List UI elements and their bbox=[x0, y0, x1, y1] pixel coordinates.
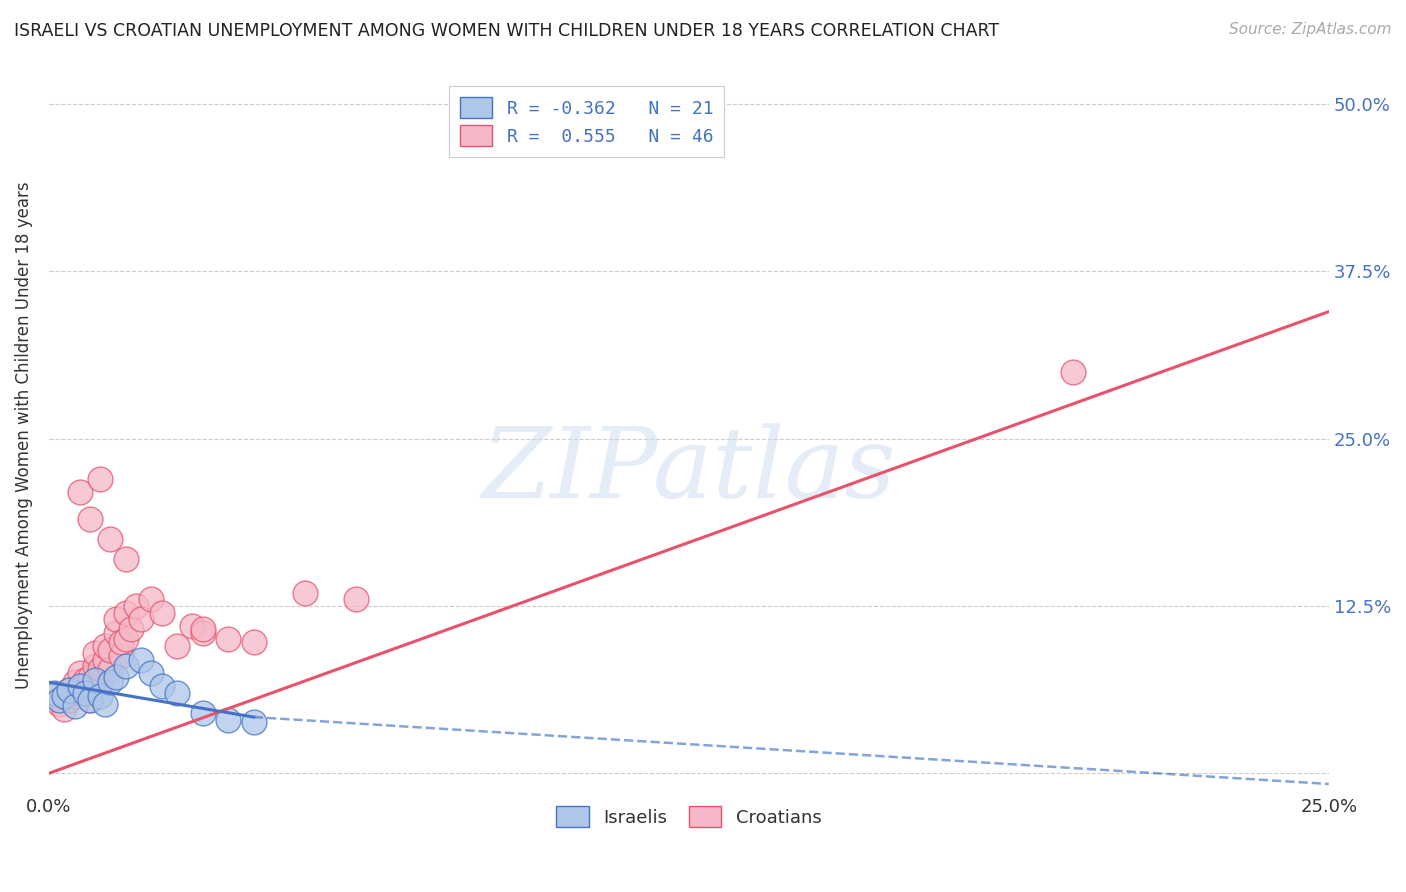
Point bbox=[141, 592, 163, 607]
Point bbox=[79, 670, 101, 684]
Point bbox=[69, 686, 91, 700]
Point bbox=[100, 643, 122, 657]
Point bbox=[48, 692, 70, 706]
Point bbox=[73, 679, 96, 693]
Point bbox=[84, 673, 107, 687]
Point bbox=[63, 689, 86, 703]
Text: ISRAELI VS CROATIAN UNEMPLOYMENT AMONG WOMEN WITH CHILDREN UNDER 18 YEARS CORREL: ISRAELI VS CROATIAN UNEMPLOYMENT AMONG W… bbox=[14, 22, 1000, 40]
Y-axis label: Unemployment Among Women with Children Under 18 years: Unemployment Among Women with Children U… bbox=[15, 182, 32, 690]
Point bbox=[94, 639, 117, 653]
Point bbox=[114, 659, 136, 673]
Point bbox=[141, 665, 163, 680]
Point bbox=[110, 635, 132, 649]
Point bbox=[84, 659, 107, 673]
Point bbox=[63, 675, 86, 690]
Point bbox=[191, 706, 214, 720]
Point bbox=[104, 625, 127, 640]
Point bbox=[89, 689, 111, 703]
Point bbox=[48, 697, 70, 711]
Text: ZIPatlas: ZIPatlas bbox=[482, 424, 896, 519]
Point bbox=[104, 612, 127, 626]
Point bbox=[53, 702, 76, 716]
Point bbox=[63, 699, 86, 714]
Point bbox=[114, 552, 136, 566]
Point bbox=[191, 625, 214, 640]
Point bbox=[120, 622, 142, 636]
Point bbox=[242, 715, 264, 730]
Point bbox=[53, 689, 76, 703]
Point bbox=[100, 675, 122, 690]
Text: Source: ZipAtlas.com: Source: ZipAtlas.com bbox=[1229, 22, 1392, 37]
Point bbox=[344, 592, 367, 607]
Point bbox=[73, 673, 96, 687]
Point bbox=[294, 585, 316, 599]
Point bbox=[42, 686, 65, 700]
Legend: Israelis, Croatians: Israelis, Croatians bbox=[548, 799, 828, 834]
Point bbox=[104, 670, 127, 684]
Point bbox=[42, 689, 65, 703]
Point bbox=[79, 692, 101, 706]
Point bbox=[114, 606, 136, 620]
Point bbox=[242, 635, 264, 649]
Point bbox=[58, 683, 80, 698]
Point bbox=[166, 639, 188, 653]
Point bbox=[1062, 365, 1084, 379]
Point bbox=[94, 652, 117, 666]
Point bbox=[89, 472, 111, 486]
Point bbox=[79, 512, 101, 526]
Point bbox=[125, 599, 148, 613]
Point bbox=[84, 646, 107, 660]
Point bbox=[100, 662, 122, 676]
Point bbox=[89, 675, 111, 690]
Point bbox=[114, 632, 136, 647]
Point bbox=[58, 683, 80, 698]
Point bbox=[94, 697, 117, 711]
Point bbox=[191, 622, 214, 636]
Point bbox=[217, 632, 239, 647]
Point bbox=[110, 648, 132, 663]
Point bbox=[129, 652, 152, 666]
Point bbox=[150, 679, 173, 693]
Point bbox=[69, 679, 91, 693]
Point bbox=[89, 662, 111, 676]
Point bbox=[69, 485, 91, 500]
Point bbox=[217, 713, 239, 727]
Point bbox=[79, 692, 101, 706]
Point bbox=[166, 686, 188, 700]
Point bbox=[150, 606, 173, 620]
Point bbox=[100, 532, 122, 546]
Point bbox=[58, 692, 80, 706]
Point bbox=[129, 612, 152, 626]
Point bbox=[69, 665, 91, 680]
Point bbox=[73, 686, 96, 700]
Point bbox=[181, 619, 204, 633]
